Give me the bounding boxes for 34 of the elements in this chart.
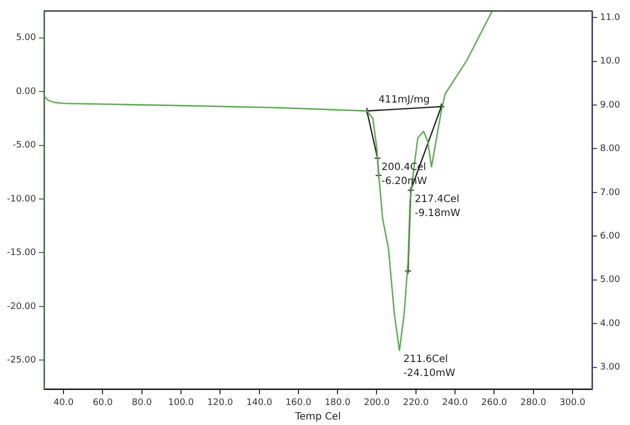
x-tick-label: 180.0 xyxy=(324,398,351,408)
y2-tick-label: 6.00 xyxy=(600,232,620,242)
x-tick-label: 60.0 xyxy=(92,398,114,408)
x-tick-label: 140.0 xyxy=(246,398,272,408)
x-tick-label: 160.0 xyxy=(286,398,312,408)
x-axis-title: Temp Cel xyxy=(294,412,341,423)
y-tick-label: -15.00 xyxy=(6,248,36,258)
annotation: 217.4Cel -9.18mW xyxy=(414,194,460,219)
y2-tick-label: 9.00 xyxy=(600,100,620,110)
x-tick-label: 80.0 xyxy=(132,398,152,408)
y-tick-label: -20.00 xyxy=(6,302,36,312)
x-tick-label: 220.0 xyxy=(402,398,430,408)
x-tick-label: 100.0 xyxy=(168,398,194,408)
x-tick-label: 280.0 xyxy=(520,398,546,408)
y2-tick-label: 5.00 xyxy=(600,275,620,286)
x-tick-label: 260.0 xyxy=(481,398,508,408)
x-tick-label: 40.0 xyxy=(54,398,74,408)
y2-tick-label: 3.00 xyxy=(600,362,620,373)
y-tick-label: -25.00 xyxy=(6,356,36,366)
annotation: 411mJ/mg xyxy=(378,94,430,106)
y2-tick-label: 4.00 xyxy=(600,318,620,329)
x-tick-label: 300.0 xyxy=(560,398,586,408)
x-tick-label: 200.0 xyxy=(364,398,390,408)
y2-tick-label: 11.0 xyxy=(600,12,620,23)
y2-tick-label: 10.0 xyxy=(600,56,620,67)
y-tick-label: -10.00 xyxy=(6,194,36,204)
y2-tick-label: 8.00 xyxy=(600,144,620,154)
y-tick-label: 0.00 xyxy=(16,86,36,97)
y2-tick-label: 7.00 xyxy=(600,188,620,198)
x-tick-label: 240.0 xyxy=(442,398,468,408)
y-tick-label: 5.00 xyxy=(16,33,36,44)
annotation: 211.6Cel -24.10mW xyxy=(403,354,456,380)
x-tick-label: 120.0 xyxy=(207,398,234,408)
y-tick-label: -5.00 xyxy=(12,140,36,151)
